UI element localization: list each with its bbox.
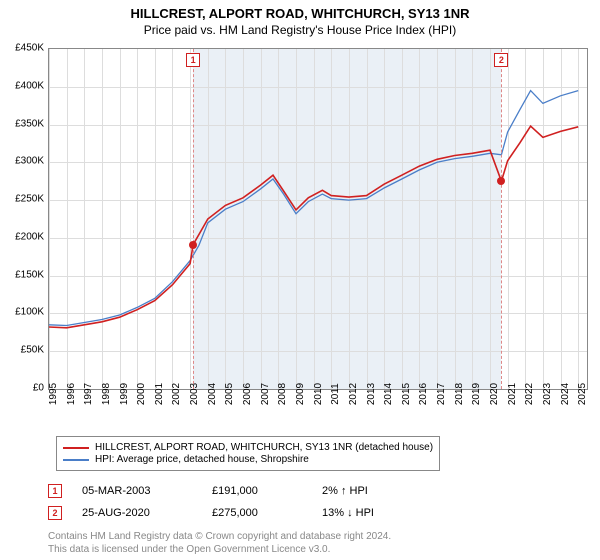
chart-title: HILLCREST, ALPORT ROAD, WHITCHURCH, SY13…	[0, 6, 600, 21]
y-tick-label: £350K	[4, 118, 44, 129]
y-tick-label: £150K	[4, 269, 44, 280]
marker-dot	[189, 241, 197, 249]
series-property	[49, 126, 578, 328]
x-tick-label: 2023	[542, 383, 553, 405]
x-tick-label: 2016	[418, 383, 429, 405]
y-tick-label: £450K	[4, 43, 44, 54]
x-tick-label: 2011	[330, 383, 341, 405]
line-series	[49, 49, 587, 389]
marker-box: 1	[186, 53, 200, 67]
legend-row: HILLCREST, ALPORT ROAD, WHITCHURCH, SY13…	[63, 442, 433, 453]
x-tick-label: 2012	[348, 383, 359, 405]
x-tick-label: 2025	[577, 383, 588, 405]
transaction-marker: 2	[48, 506, 62, 520]
x-tick-label: 1995	[48, 383, 59, 405]
x-tick-label: 2008	[277, 383, 288, 405]
y-tick-label: £200K	[4, 231, 44, 242]
legend-label: HPI: Average price, detached house, Shro…	[95, 454, 309, 465]
marker-dot	[497, 177, 505, 185]
transaction-price: £275,000	[212, 507, 322, 519]
legend-swatch	[63, 459, 89, 461]
transaction-price: £191,000	[212, 485, 322, 497]
transaction-diff: 13% ↓ HPI	[322, 507, 432, 519]
x-tick-label: 2019	[471, 383, 482, 405]
x-tick-label: 1998	[101, 383, 112, 405]
x-tick-label: 2015	[401, 383, 412, 405]
transaction-diff: 2% ↑ HPI	[322, 485, 432, 497]
x-tick-label: 2005	[224, 383, 235, 405]
x-tick-label: 2007	[260, 383, 271, 405]
y-tick-label: £300K	[4, 156, 44, 167]
y-tick-label: £100K	[4, 307, 44, 318]
x-tick-label: 2003	[189, 383, 200, 405]
transaction-row: 2 25-AUG-2020£275,00013% ↓ HPI	[48, 502, 432, 524]
x-tick-label: 2006	[242, 383, 253, 405]
x-tick-label: 2002	[171, 383, 182, 405]
y-tick-label: £250K	[4, 194, 44, 205]
y-tick-label: £400K	[4, 80, 44, 91]
chart-subtitle: Price paid vs. HM Land Registry's House …	[0, 23, 600, 37]
series-hpi	[49, 91, 578, 326]
transaction-marker: 1	[48, 484, 62, 498]
x-tick-label: 2001	[154, 383, 165, 405]
x-tick-label: 2020	[489, 383, 500, 405]
legend-label: HILLCREST, ALPORT ROAD, WHITCHURCH, SY13…	[95, 442, 433, 453]
x-tick-label: 2000	[136, 383, 147, 405]
chart-container: HILLCREST, ALPORT ROAD, WHITCHURCH, SY13…	[0, 0, 600, 560]
attribution: Contains HM Land Registry data © Crown c…	[48, 530, 391, 556]
transaction-date: 05-MAR-2003	[82, 485, 212, 497]
x-tick-label: 2022	[524, 383, 535, 405]
y-tick-label: £0	[4, 383, 44, 394]
transaction-row: 1 05-MAR-2003£191,0002% ↑ HPI	[48, 480, 432, 502]
x-tick-label: 2010	[313, 383, 324, 405]
x-tick-label: 1999	[119, 383, 130, 405]
x-tick-label: 2009	[295, 383, 306, 405]
x-tick-label: 2004	[207, 383, 218, 405]
transaction-date: 25-AUG-2020	[82, 507, 212, 519]
x-tick-label: 2024	[560, 383, 571, 405]
transaction-table: 1 05-MAR-2003£191,0002% ↑ HPI 2 25-AUG-2020…	[48, 480, 432, 524]
plot-area: 12	[48, 48, 588, 390]
x-tick-label: 1996	[66, 383, 77, 405]
legend: HILLCREST, ALPORT ROAD, WHITCHURCH, SY13…	[56, 436, 440, 471]
legend-swatch	[63, 447, 89, 449]
titles: HILLCREST, ALPORT ROAD, WHITCHURCH, SY13…	[0, 0, 600, 37]
x-tick-label: 2017	[436, 383, 447, 405]
x-tick-label: 2013	[366, 383, 377, 405]
y-tick-label: £50K	[4, 345, 44, 356]
x-tick-label: 2021	[507, 383, 518, 405]
legend-row: HPI: Average price, detached house, Shro…	[63, 454, 433, 465]
marker-box: 2	[494, 53, 508, 67]
attribution-line-2: This data is licensed under the Open Gov…	[48, 543, 391, 556]
x-tick-label: 2018	[454, 383, 465, 405]
x-tick-label: 1997	[83, 383, 94, 405]
x-tick-label: 2014	[383, 383, 394, 405]
attribution-line-1: Contains HM Land Registry data © Crown c…	[48, 530, 391, 543]
